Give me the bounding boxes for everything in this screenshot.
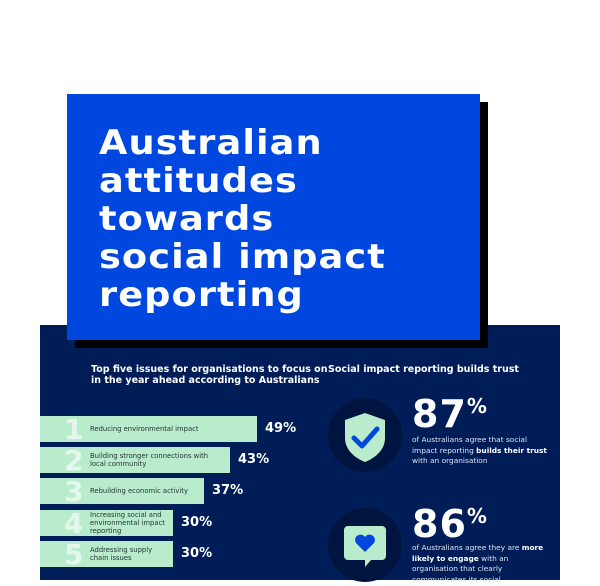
value-label: 37% xyxy=(212,483,244,498)
title-box: Australian attitudes towards social impa… xyxy=(67,94,480,340)
value-label: 43% xyxy=(238,452,270,467)
bar: 1 Reducing environmental impact xyxy=(40,413,257,446)
value-label: 30% xyxy=(181,515,213,530)
rank-number: 1 xyxy=(64,413,84,446)
rank-number: 3 xyxy=(64,475,84,508)
stat-value: 86% xyxy=(412,502,488,546)
rank-number: 5 xyxy=(64,538,84,571)
heart-speech-bubble-icon xyxy=(344,526,386,567)
bar: 5 Addressing supply chain issues xyxy=(40,538,173,571)
value-label: 30% xyxy=(181,546,213,561)
rank-number: 4 xyxy=(64,507,84,540)
shield-check-icon xyxy=(345,413,385,462)
bar-label: Building stronger connections with local… xyxy=(90,452,209,468)
bar-label: Increasing social and environmental impa… xyxy=(90,511,165,535)
icon-circle xyxy=(328,398,402,472)
bar-label: Addressing supply chain issues xyxy=(90,546,153,562)
trust-heading: Social impact reporting builds trust xyxy=(328,364,519,375)
stat-value: 87% xyxy=(412,392,488,436)
bar-label: Reducing environmental impact xyxy=(90,425,199,433)
bar-label: Rebuilding economic activity xyxy=(90,487,188,495)
bar: 3 Rebuilding economic activity xyxy=(40,475,204,508)
rank-number: 2 xyxy=(64,444,84,477)
icon-circle xyxy=(328,508,402,582)
stat-description: of Australians agree that social impact … xyxy=(412,435,547,466)
stat-description: of Australians agree they are more likel… xyxy=(412,543,544,585)
page-title: Australian attitudes towards social impa… xyxy=(99,123,386,315)
bar: 2 Building stronger connections with loca… xyxy=(40,444,230,477)
chart-title: Top five issues for organisations to foc… xyxy=(91,364,328,386)
value-label: 49% xyxy=(265,421,297,436)
bar: 4 Increasing social and environmental imp… xyxy=(40,507,173,540)
